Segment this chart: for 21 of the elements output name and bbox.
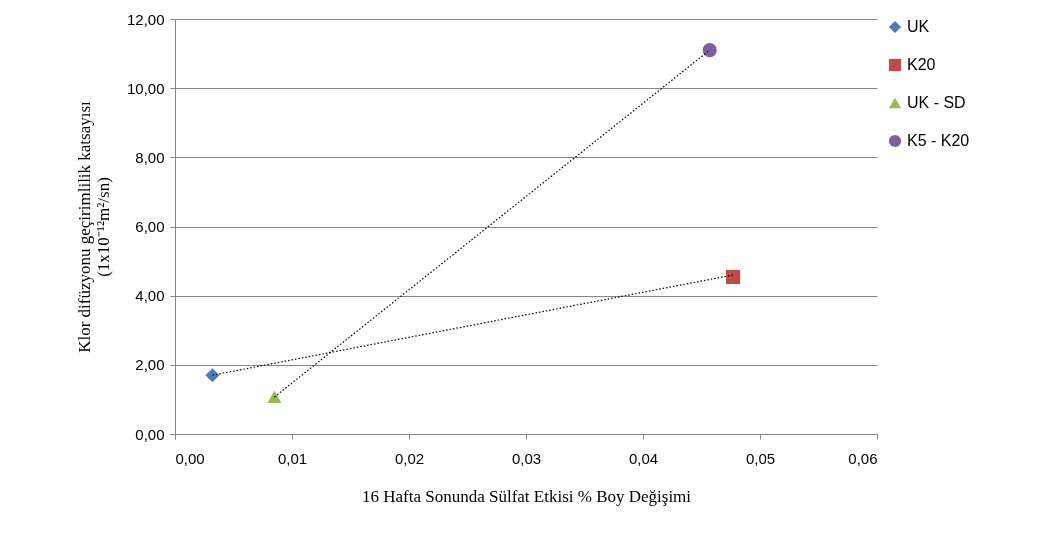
y-tick-label: 10,00	[126, 79, 165, 97]
x-tick-label: 0,02	[394, 449, 425, 467]
y-tick-label: 8,00	[135, 148, 165, 166]
y-tick-label: 4,00	[135, 287, 165, 305]
x-tick-label: 0,06	[848, 449, 878, 467]
legend-label: K20	[907, 56, 936, 73]
text: Klor difüzyonu geçirimlilik katsayısı	[74, 101, 94, 353]
x-tick-label: 0,01	[277, 449, 308, 467]
x-tick-label: 0,03	[511, 449, 542, 467]
y-tick-label: 2,00	[135, 356, 165, 374]
text: (1x10⁻¹²m²/sn)	[93, 177, 113, 277]
y-tick-label: 0,00	[135, 425, 165, 443]
x-axis-title: 16 Hafta Sonunda Sülfat Etkisi % Boy Değişimi	[361, 486, 692, 506]
y-tick-label: 6,00	[135, 218, 165, 235]
x-tick-label: 0,05	[745, 449, 776, 467]
legend-label: UK - SD	[907, 94, 966, 111]
legend-label: K5 - K20	[907, 132, 970, 149]
x-tick-label: 0,04	[628, 449, 659, 467]
legend-label: UK	[907, 18, 930, 35]
y-tick-label: 12,00	[126, 10, 165, 28]
x-tick-label: 0,00	[175, 449, 205, 467]
